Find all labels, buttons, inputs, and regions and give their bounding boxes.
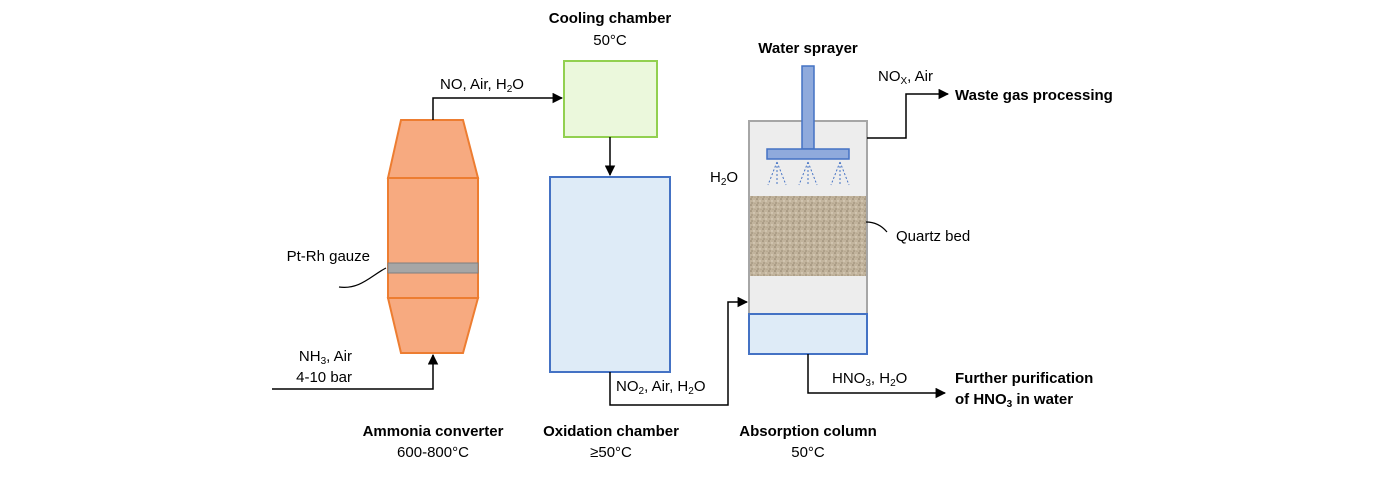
- oxidation-chamber-title: Oxidation chamber: [543, 423, 679, 440]
- quartz-callout: [865, 221, 888, 233]
- h2o-input-label: H2O: [710, 169, 739, 188]
- oxidation-chamber: [549, 176, 671, 373]
- absorption-column: [748, 120, 868, 355]
- pt-rh-gauze-label: Pt-Rh gauze: [286, 248, 370, 265]
- further-purification-line1: Further purification: [955, 370, 1094, 387]
- quartz-bed-label: Quartz bed: [896, 228, 971, 245]
- further-purification-line2: of HNO3 in water: [955, 391, 1074, 410]
- feed-arrow: [272, 353, 439, 390]
- no2-air-h2o-label: NO2, Air, H2O: [616, 378, 706, 397]
- absorption-column-title: Absorption column: [739, 423, 877, 440]
- water-sprayer-label: Water sprayer: [758, 40, 858, 57]
- absorption-column-temp: 50°C: [791, 444, 825, 461]
- ammonia-converter-title: Ammonia converter: [362, 423, 504, 440]
- pt-rh-gauze: [387, 262, 479, 274]
- gauze-callout: [338, 267, 387, 288]
- waste-gas-arrow: [867, 88, 950, 139]
- nox-air-label: NOX, Air: [878, 68, 934, 87]
- nh3-air-label: NH3, Air: [298, 348, 352, 367]
- quartz-bed: [750, 196, 866, 276]
- oxidation-chamber-temp: ≥50°C: [590, 444, 632, 461]
- waste-gas-label: Waste gas processing: [955, 87, 1113, 104]
- cooling-chamber-temp: 50°C: [593, 32, 627, 49]
- spray-droplets: [767, 161, 850, 186]
- cooling-chamber-title: Cooling chamber: [548, 10, 672, 27]
- converter-to-cooling-arrow: [432, 92, 564, 120]
- hno3-h2o-label: HNO3, H2O: [832, 370, 908, 389]
- cooling-chamber: [563, 60, 658, 138]
- oxidation-to-absorption-arrow: [609, 296, 749, 406]
- water-sprayer: [766, 65, 850, 186]
- collected-liquid: [748, 313, 868, 355]
- pressure-label: 4-10 bar: [296, 369, 352, 386]
- no-air-h2o-label: NO, Air, H2O: [440, 76, 524, 95]
- product-arrow: [807, 354, 947, 399]
- ammonia-converter: [386, 119, 480, 354]
- ammonia-converter-temp: 600-800°C: [397, 444, 469, 461]
